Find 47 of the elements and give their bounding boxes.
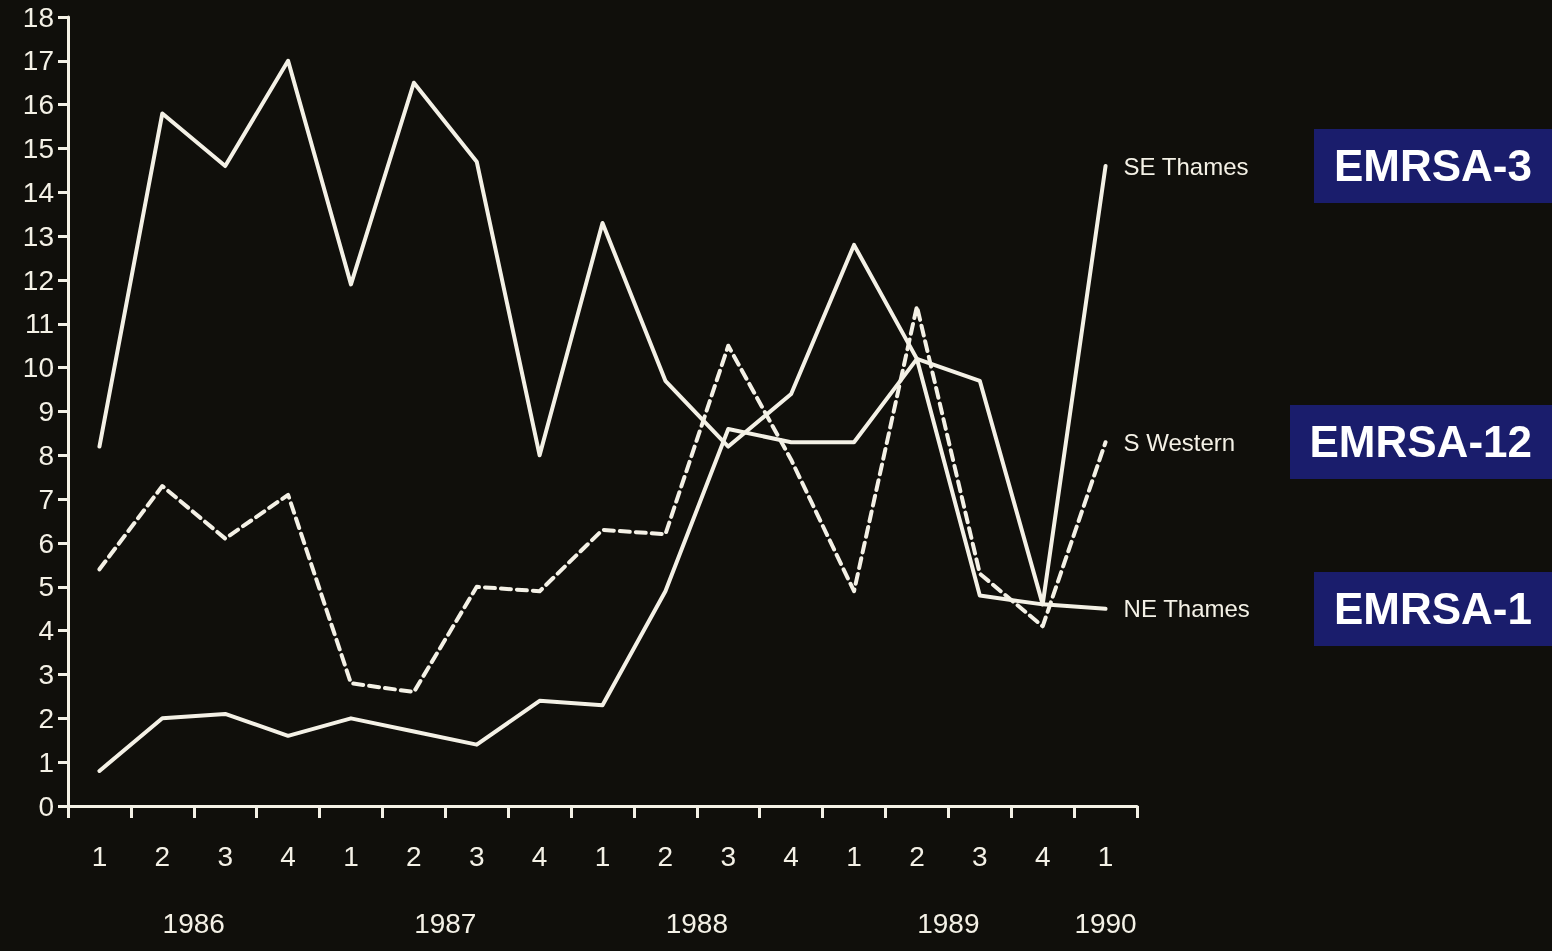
y-tick-label: 14 <box>22 176 54 208</box>
y-tick-label: 16 <box>22 89 54 121</box>
x-tick-label: 3 <box>217 840 233 872</box>
text: 1990 <box>1074 908 1137 940</box>
text: EMRSA-12 <box>1289 405 1552 480</box>
x-tick-label: 1 <box>594 840 611 872</box>
y-tick-label: 2 <box>38 702 54 734</box>
x-tick-label: 1 <box>343 840 359 872</box>
y-tick-label: 17 <box>22 45 54 77</box>
series-label: S Western <box>1123 428 1236 456</box>
y-tick-label: 7 <box>38 483 54 515</box>
y-tick-label: 1 <box>38 746 54 778</box>
x-tick-label: 4 <box>280 840 296 872</box>
y-tick-label: 8 <box>38 439 54 471</box>
y-tick-label: 3 <box>38 659 54 690</box>
x-tick-label: 4 <box>783 840 799 872</box>
series-label: SE Thames <box>1123 152 1249 180</box>
x-tick-label: 1 <box>846 840 862 872</box>
x-tick-label: 2 <box>909 840 925 872</box>
x-tick-label: 1 <box>91 840 108 872</box>
x-tick-label: 3 <box>468 840 485 872</box>
y-tick-label: 6 <box>38 527 54 559</box>
y-tick-label: 9 <box>38 396 54 427</box>
x-tick-label: 2 <box>154 840 171 872</box>
y-tick-label: 12 <box>22 264 54 296</box>
y-tick-label: 18 <box>22 1 54 33</box>
y-tick-label: 5 <box>38 571 54 603</box>
x-tick-label: 4 <box>531 840 548 872</box>
x-tick-label: 1 <box>1097 840 1114 872</box>
x-tick-label: 2 <box>657 840 674 872</box>
y-tick-label: 4 <box>38 615 54 647</box>
y-tick-label: 0 <box>38 790 54 822</box>
x-tick-label: 2 <box>406 840 422 872</box>
y-tick-label: 10 <box>22 352 54 384</box>
x-tick-label: 3 <box>972 840 988 872</box>
y-tick-label: 11 <box>24 308 54 340</box>
text: EMRSA-3 <box>1313 129 1552 204</box>
x-tick-label: 4 <box>1034 840 1051 872</box>
text: 1986 <box>162 908 225 940</box>
text: 1989 <box>917 908 980 940</box>
x-tick-label: 3 <box>720 840 737 872</box>
series-label: NE Thames <box>1123 595 1250 623</box>
y-tick-label: 15 <box>22 133 54 164</box>
text: 1987 <box>414 908 477 940</box>
text: 1988 <box>665 908 728 940</box>
y-tick-label: 13 <box>22 220 54 252</box>
text: EMRSA-1 <box>1313 571 1552 646</box>
